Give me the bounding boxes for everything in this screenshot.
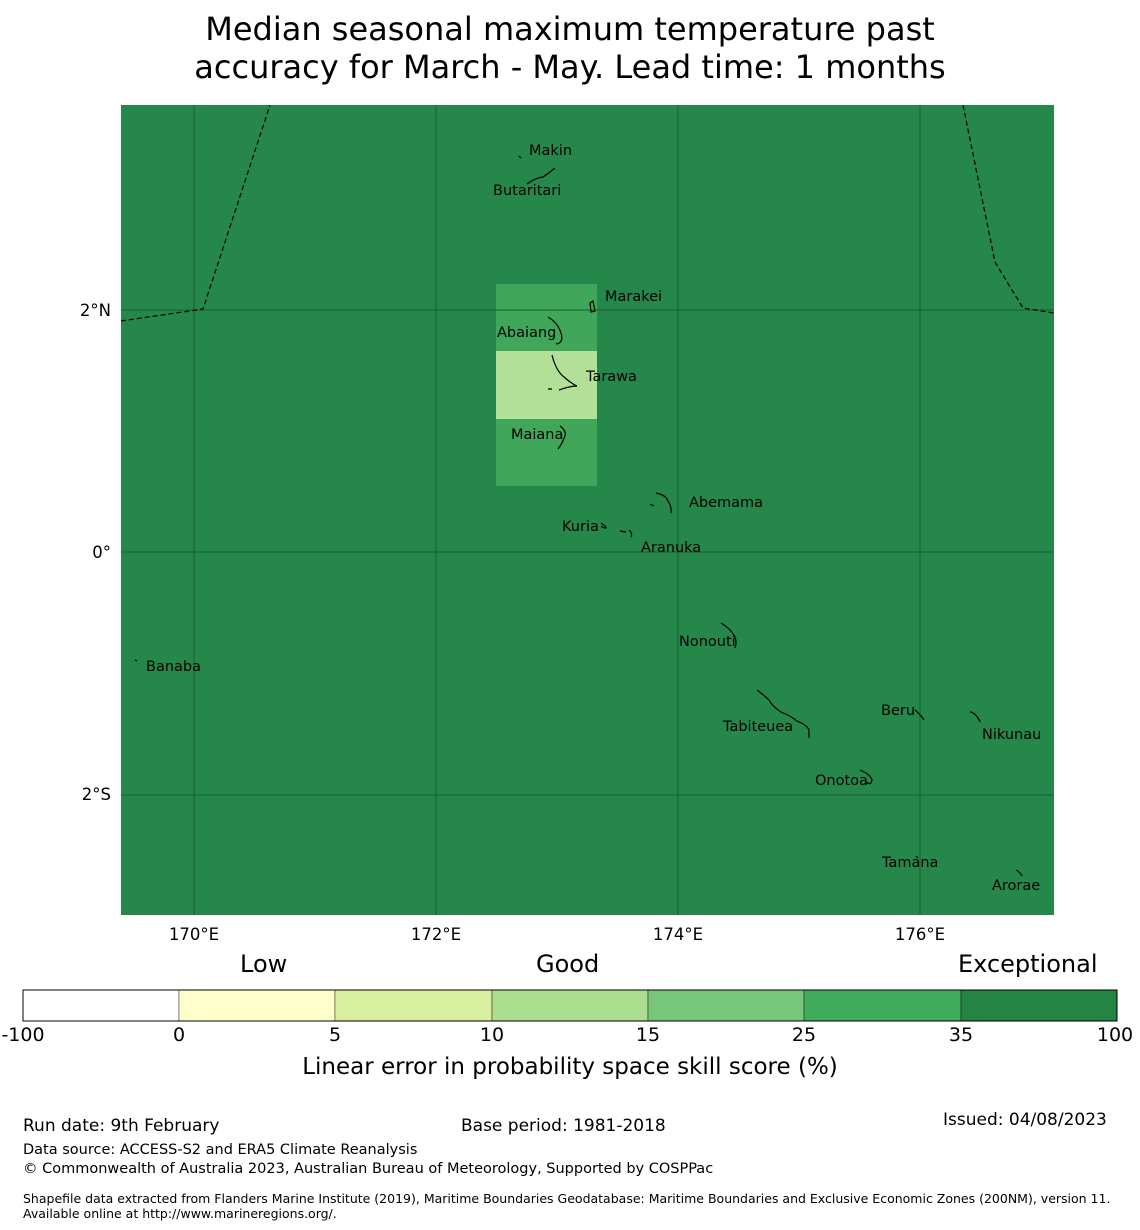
island-outline-tarawa xyxy=(548,354,578,391)
colorbar-tick-minus100: -100 xyxy=(1,1024,45,1046)
eez-boundary-east xyxy=(962,104,1055,314)
colorbar-segment-3 xyxy=(334,989,493,1022)
island-outline-nikunau xyxy=(969,711,981,723)
island-label-maiana: Maiana xyxy=(511,427,563,443)
eez-boundaries xyxy=(120,104,1055,322)
colorbar-category-exceptional: Exceptional xyxy=(958,950,1098,978)
lat-tick-2n: 2°N xyxy=(80,301,111,320)
colorbar-tick-25: 25 xyxy=(791,1024,817,1046)
shapefile-credit: Shapefile data extracted from Flanders M… xyxy=(23,1191,1111,1221)
island-label-onotoa: Onotoa xyxy=(815,773,868,789)
island-outline-abaiang xyxy=(547,316,563,345)
lon-tick-174e: 174°E xyxy=(653,925,703,944)
colorbar-category-good: Good xyxy=(536,950,600,978)
run-date: Run date: 9th February xyxy=(23,1116,220,1136)
island-label-beru: Beru xyxy=(881,703,915,719)
colorbar-tick-15: 15 xyxy=(635,1024,661,1046)
skill-cell-north xyxy=(496,284,597,351)
island-label-tamana: Tamana xyxy=(881,855,938,871)
lat-tick-0: 0° xyxy=(92,543,111,562)
colorbar-category-low: Low xyxy=(240,950,288,978)
island-outline-arorae xyxy=(1015,869,1023,877)
eez-boundary-west xyxy=(120,104,271,322)
colorbar-segment-6 xyxy=(803,989,962,1022)
colorbar xyxy=(22,989,1118,1022)
island-label-abaiang: Abaiang xyxy=(497,325,556,341)
island-outline-aranuka xyxy=(619,529,633,538)
island-label-makin: Makin xyxy=(529,143,572,159)
island-outline-nonouti xyxy=(720,622,737,649)
colorbar-tick-35: 35 xyxy=(948,1024,974,1046)
chart-title: Median seasonal maximum temperature past… xyxy=(0,10,1140,86)
island-outline-beru xyxy=(914,709,925,721)
colorbar-segment-7 xyxy=(960,989,1118,1022)
lon-tick-170e: 170°E xyxy=(169,925,219,944)
skill-cell-south xyxy=(496,419,597,486)
base-period: Base period: 1981-2018 xyxy=(461,1116,666,1136)
island-outline-marakei xyxy=(589,300,596,313)
map-background xyxy=(121,105,1054,915)
colorbar-segment-5 xyxy=(647,989,805,1022)
island-outline-banaba xyxy=(134,659,138,662)
title-line-2: accuracy for March - May. Lead time: 1 m… xyxy=(194,48,946,86)
island-labels: Makin Butaritari Marakei Abaiang Tarawa … xyxy=(146,143,1041,894)
island-outlines xyxy=(134,155,1023,877)
issued-date: Issued: 04/08/2023 xyxy=(943,1110,1107,1130)
copyright: © Commonwealth of Australia 2023, Austra… xyxy=(23,1161,714,1177)
island-label-arorae: Arorae xyxy=(992,878,1040,894)
colorbar-tick-5: 5 xyxy=(328,1024,342,1046)
colorbar-segment-4 xyxy=(491,989,649,1022)
map: Makin Butaritari Marakei Abaiang Tarawa … xyxy=(80,104,1055,944)
island-outline-makin xyxy=(518,155,522,159)
axis-ticks: 2°N 0° 2°S 170°E 172°E 174°E 176°E xyxy=(80,301,945,944)
island-outline-kuria xyxy=(600,522,607,529)
island-outline-maiana xyxy=(557,425,566,450)
title-line-1: Median seasonal maximum temperature past xyxy=(205,10,935,48)
lon-tick-172e: 172°E xyxy=(411,925,461,944)
island-label-nonouti: Nonouti xyxy=(679,634,736,650)
colorbar-label: Linear error in probability space skill … xyxy=(302,1054,838,1080)
island-outline-abemama xyxy=(649,492,672,514)
colorbar-tick-0: 0 xyxy=(172,1024,186,1046)
island-outline-butaritari xyxy=(526,167,556,185)
island-label-nikunau: Nikunau xyxy=(982,727,1041,743)
island-label-abemama: Abemama xyxy=(689,495,763,511)
island-label-marakei: Marakei xyxy=(605,289,662,305)
lat-tick-2s: 2°S xyxy=(82,785,111,804)
island-outline-tamana xyxy=(915,855,919,859)
colorbar-tick-100: 100 xyxy=(1096,1024,1134,1046)
lon-tick-176e: 176°E xyxy=(895,925,945,944)
island-outline-tabiteuea xyxy=(756,689,810,738)
island-label-banaba: Banaba xyxy=(146,659,201,675)
island-label-tabiteuea: Tabiteuea xyxy=(722,719,793,735)
island-label-aranuka: Aranuka xyxy=(641,540,701,556)
skill-cell-tarawa xyxy=(496,351,597,419)
gridlines xyxy=(121,105,1054,915)
island-outline-onotoa xyxy=(859,769,873,785)
island-label-kuria: Kuria xyxy=(562,519,599,535)
colorbar-tick-10: 10 xyxy=(479,1024,505,1046)
colorbar-frame xyxy=(22,989,1118,1022)
colorbar-segment-2 xyxy=(178,989,336,1022)
data-source: Data source: ACCESS-S2 and ERA5 Climate … xyxy=(23,1142,418,1158)
island-label-butaritari: Butaritari xyxy=(493,183,561,199)
island-label-tarawa: Tarawa xyxy=(585,369,637,385)
colorbar-segment-1 xyxy=(22,989,180,1022)
